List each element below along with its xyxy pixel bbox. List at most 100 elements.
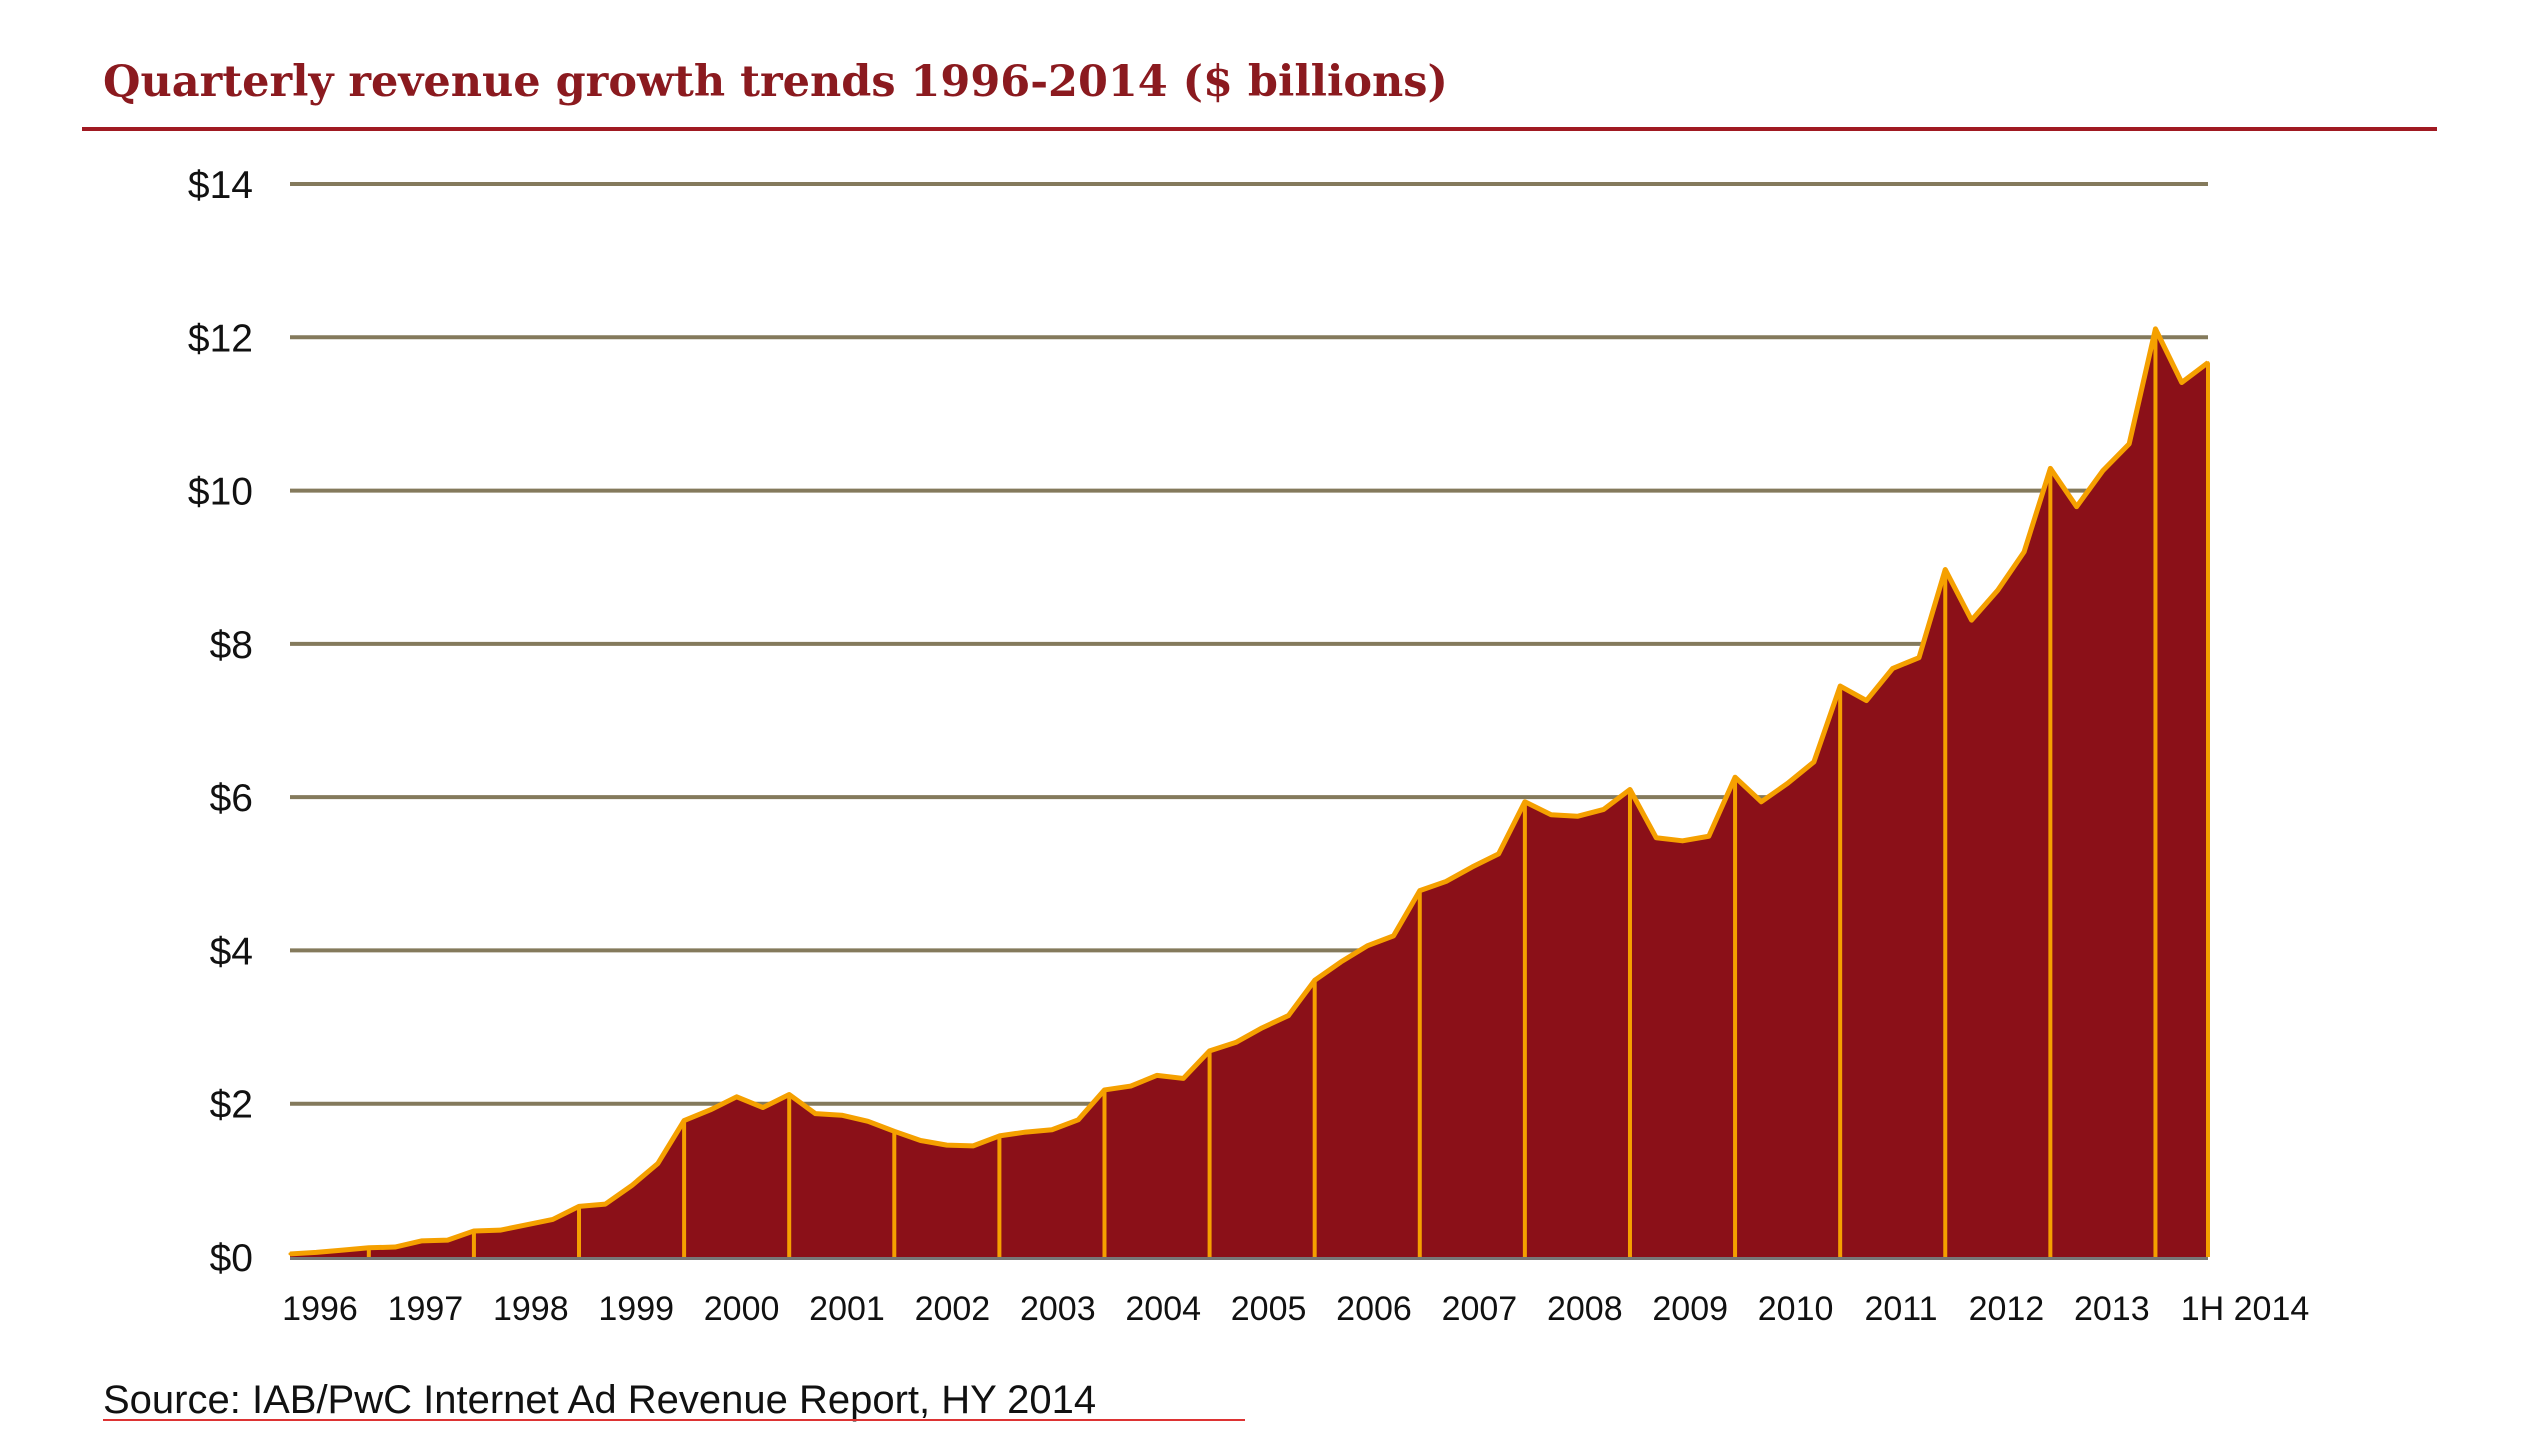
data-point bbox=[1812, 760, 1816, 764]
area-fill bbox=[290, 328, 2208, 1258]
source-note: Source: IAB/PwC Internet Ad Revenue Repo… bbox=[103, 1378, 1096, 1422]
data-point bbox=[1050, 1128, 1054, 1132]
x-tick-label: 2008 bbox=[1547, 1290, 1623, 1328]
data-point bbox=[1392, 934, 1396, 938]
data-point bbox=[393, 1245, 397, 1249]
data-point bbox=[656, 1161, 660, 1165]
data-point bbox=[472, 1229, 476, 1233]
chart-title: Quarterly revenue growth trends 1996-201… bbox=[103, 57, 1448, 107]
data-point bbox=[2153, 327, 2157, 331]
data-point bbox=[1497, 852, 1501, 856]
data-point bbox=[1076, 1118, 1080, 1122]
y-tick-label: $10 bbox=[188, 471, 253, 514]
y-tick-label: $2 bbox=[210, 1084, 253, 1127]
y-tick-label: $4 bbox=[210, 930, 253, 973]
x-tick-label: 1997 bbox=[388, 1290, 464, 1328]
area-series bbox=[288, 326, 2210, 1258]
data-point bbox=[524, 1223, 528, 1227]
y-tick-label: $12 bbox=[188, 317, 253, 360]
data-point bbox=[577, 1204, 581, 1208]
data-point bbox=[708, 1108, 712, 1112]
data-point bbox=[1102, 1088, 1106, 1092]
data-point bbox=[892, 1129, 896, 1133]
data-point bbox=[1470, 865, 1474, 869]
data-point bbox=[1313, 978, 1317, 982]
data-point bbox=[288, 1252, 292, 1256]
data-point bbox=[1024, 1130, 1028, 1134]
data-point bbox=[1129, 1084, 1133, 1088]
x-tick-label: 2010 bbox=[1758, 1290, 1834, 1328]
x-tick-label: 2004 bbox=[1125, 1290, 1201, 1328]
x-tick-label: 2011 bbox=[1864, 1290, 1937, 1328]
data-point bbox=[419, 1239, 423, 1243]
x-tick-label: 2000 bbox=[704, 1290, 780, 1328]
data-point bbox=[682, 1119, 686, 1123]
data-point bbox=[1444, 879, 1448, 883]
data-point bbox=[1707, 834, 1711, 838]
data-point bbox=[1891, 666, 1895, 670]
data-point bbox=[1602, 807, 1606, 811]
data-point bbox=[2048, 466, 2052, 470]
data-point bbox=[1260, 1026, 1264, 1030]
data-point bbox=[551, 1217, 555, 1221]
data-point bbox=[1917, 656, 1921, 660]
data-point bbox=[2127, 442, 2131, 446]
data-point bbox=[2180, 381, 2184, 385]
y-tick-label: $8 bbox=[210, 624, 253, 667]
data-point bbox=[1733, 775, 1737, 779]
data-point bbox=[1838, 684, 1842, 688]
data-point bbox=[735, 1095, 739, 1099]
data-point bbox=[341, 1248, 345, 1252]
x-tick-label: 2001 bbox=[809, 1290, 885, 1328]
x-tick-label: 1H 2014 bbox=[2181, 1290, 2310, 1328]
data-point bbox=[603, 1202, 607, 1206]
x-tick-label: 1996 bbox=[282, 1290, 358, 1328]
x-tick-label: 2007 bbox=[1442, 1290, 1518, 1328]
data-point bbox=[367, 1246, 371, 1250]
data-point bbox=[1628, 787, 1632, 791]
x-tick-label: 2009 bbox=[1652, 1290, 1728, 1328]
data-point bbox=[1996, 588, 2000, 592]
x-tick-label: 1999 bbox=[598, 1290, 674, 1328]
y-tick-label: $6 bbox=[210, 777, 253, 820]
data-point bbox=[1575, 814, 1579, 818]
data-point bbox=[945, 1143, 949, 1147]
data-point bbox=[1234, 1040, 1238, 1044]
data-point bbox=[1155, 1073, 1159, 1077]
x-tick-label: 1998 bbox=[493, 1290, 569, 1328]
data-point bbox=[314, 1250, 318, 1254]
data-point bbox=[1654, 836, 1658, 840]
data-point bbox=[1759, 800, 1763, 804]
y-tick-label: $0 bbox=[210, 1237, 253, 1280]
data-point bbox=[1970, 618, 1974, 622]
data-point bbox=[2022, 550, 2026, 554]
data-point bbox=[1181, 1076, 1185, 1080]
data-point bbox=[1286, 1014, 1290, 1018]
x-tick-label: 2003 bbox=[1020, 1290, 1096, 1328]
data-point bbox=[1339, 960, 1343, 964]
data-point bbox=[1365, 944, 1369, 948]
data-point bbox=[787, 1093, 791, 1097]
x-tick-label: 2002 bbox=[915, 1290, 991, 1328]
data-point bbox=[919, 1139, 923, 1143]
data-point bbox=[2101, 469, 2105, 473]
data-point bbox=[630, 1184, 634, 1188]
data-point bbox=[446, 1238, 450, 1242]
y-axis-ticks: $0 $2 $4 $6 $8 $10 $12 $14 bbox=[188, 164, 253, 1280]
data-point bbox=[1681, 839, 1685, 843]
series-line bbox=[289, 326, 2210, 1257]
data-point bbox=[1943, 568, 1947, 572]
data-point bbox=[2075, 505, 2079, 509]
data-point bbox=[866, 1119, 870, 1123]
data-point bbox=[1786, 781, 1790, 785]
x-tick-label: 2006 bbox=[1336, 1290, 1412, 1328]
data-point bbox=[971, 1144, 975, 1148]
data-point bbox=[1864, 699, 1868, 703]
data-point bbox=[840, 1113, 844, 1117]
y-tick-label: $14 bbox=[188, 164, 253, 207]
data-point bbox=[1208, 1049, 1212, 1053]
x-tick-label: 2005 bbox=[1231, 1290, 1307, 1328]
data-point bbox=[1549, 813, 1553, 817]
data-point bbox=[1523, 800, 1527, 804]
